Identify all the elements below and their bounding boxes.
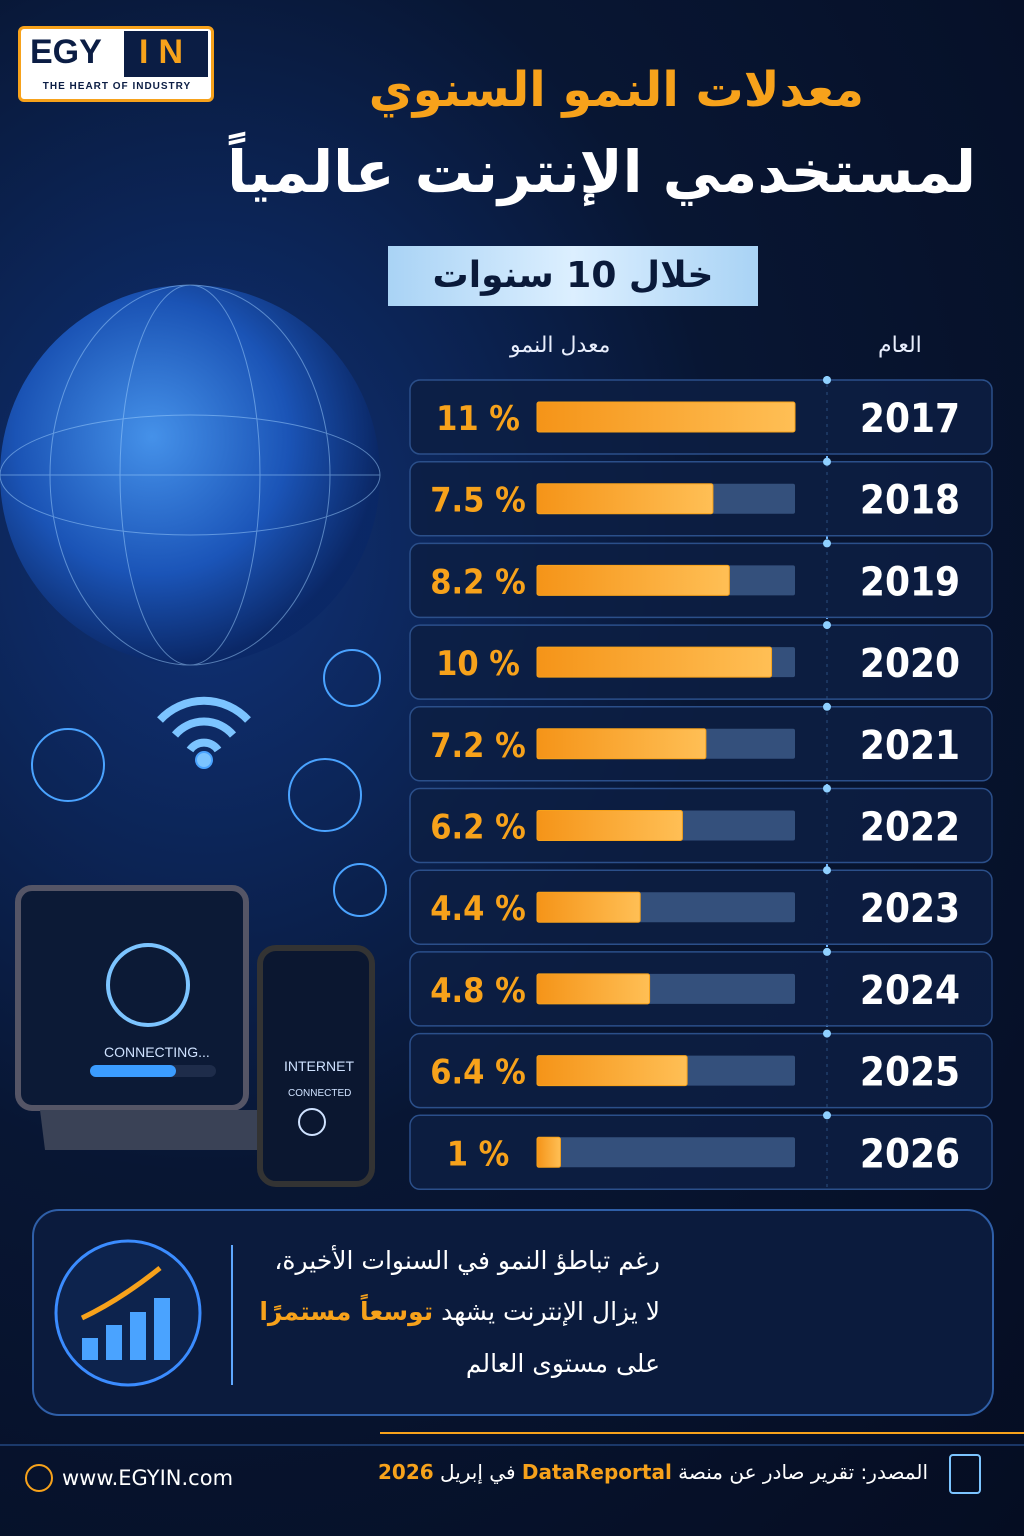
bar bbox=[536, 1136, 561, 1168]
category-label: 2024 bbox=[860, 968, 960, 1014]
logo-mark bbox=[124, 31, 208, 77]
category-label: 2018 bbox=[860, 478, 960, 524]
laptop-base bbox=[40, 1110, 270, 1150]
divider-dot bbox=[823, 866, 831, 875]
note-icon-arrow bbox=[80, 1266, 162, 1321]
period-box bbox=[388, 246, 758, 306]
note-line: على مستوى العالم bbox=[465, 1349, 660, 1378]
value-label: 4.8 % bbox=[430, 971, 525, 1011]
note-line: رغم تباطؤ النمو في السنوات الأخيرة، bbox=[274, 1246, 660, 1275]
bar bbox=[536, 973, 651, 1005]
logo-name: EGY bbox=[30, 33, 102, 71]
globe-grid bbox=[0, 284, 381, 666]
divider-dot bbox=[823, 539, 831, 548]
web-icon bbox=[25, 1464, 53, 1492]
source-text: المصدر: تقرير صادر عن منصة bbox=[671, 1460, 928, 1484]
category-label: 2021 bbox=[860, 723, 960, 769]
bar bbox=[536, 1055, 688, 1087]
note-icon bbox=[54, 1239, 202, 1387]
period: خلال 10 سنوات bbox=[432, 255, 714, 296]
category-label: 2026 bbox=[860, 1131, 960, 1177]
divider-dot bbox=[823, 376, 831, 384]
bar-track bbox=[537, 1137, 795, 1168]
logo-tagline: THE HEART OF INDUSTRY bbox=[42, 81, 192, 92]
source-year: 2026 bbox=[378, 1460, 434, 1484]
website: www.EGYIN.com bbox=[62, 1466, 234, 1490]
bar bbox=[536, 810, 683, 841]
source: المصدر: تقرير صادر عن منصة DataReportal … bbox=[378, 1460, 928, 1484]
bar bbox=[536, 401, 796, 433]
value-label: 11 % bbox=[436, 399, 520, 439]
logo-highlight: IN bbox=[139, 33, 193, 71]
title: معدلات النمو السنوي bbox=[368, 62, 864, 118]
divider-dot bbox=[823, 1029, 831, 1038]
bar bbox=[536, 483, 714, 515]
category-header: العام bbox=[878, 333, 922, 358]
value-label: 6.4 % bbox=[430, 1053, 525, 1093]
note-line: لا يزال الإنترنت يشهد توسعاً مستمرًا bbox=[259, 1297, 660, 1326]
laptop-screen bbox=[15, 885, 249, 1111]
bar bbox=[536, 728, 707, 760]
subtitle: لمستخدمي الإنترنت عالمياً bbox=[227, 138, 976, 206]
value-label: 8.2 % bbox=[430, 562, 525, 602]
category-label: 2023 bbox=[860, 886, 960, 932]
note-text: لا يزال الإنترنت يشهد bbox=[433, 1297, 660, 1326]
phone bbox=[257, 945, 375, 1187]
note-highlight: توسعاً مستمرًا bbox=[259, 1297, 434, 1326]
note-icon-bars bbox=[82, 1298, 170, 1360]
category-label: 2020 bbox=[860, 641, 960, 687]
value-label: 7.5 % bbox=[430, 481, 525, 521]
doc-icon bbox=[949, 1454, 981, 1494]
laptop-globe bbox=[106, 943, 190, 1027]
phone-title: INTERNET bbox=[284, 1058, 354, 1074]
bar bbox=[536, 564, 730, 596]
source-platform: DataReportal bbox=[521, 1460, 672, 1484]
divider-dot bbox=[823, 784, 831, 793]
laptop-text: CONNECTING... bbox=[104, 1044, 210, 1060]
category-label: 2019 bbox=[860, 559, 960, 605]
note-box bbox=[32, 1209, 994, 1416]
value-label: 7.2 % bbox=[430, 726, 525, 766]
divider-dot bbox=[823, 702, 831, 711]
divider-dot bbox=[823, 621, 831, 630]
value-label: 1 % bbox=[447, 1134, 510, 1174]
value-label: 10 % bbox=[436, 644, 520, 684]
bar bbox=[536, 646, 773, 678]
category-label: 2022 bbox=[860, 805, 960, 851]
divider-dot bbox=[823, 1111, 831, 1120]
value-label: 4.4 % bbox=[430, 889, 525, 929]
value-header: معدل النمو bbox=[510, 333, 611, 358]
icons bbox=[31, 649, 387, 917]
chart: 11 % 2017 7.5 % 2018 8.2 % 2019 10 % 2020 7.2 % 2… bbox=[409, 376, 993, 1191]
phone-status: CONNECTED bbox=[288, 1088, 352, 1099]
check bbox=[298, 1108, 326, 1136]
source-text: في إبريل bbox=[433, 1460, 522, 1484]
category-label: 2017 bbox=[860, 396, 960, 442]
divider-dot bbox=[823, 947, 831, 956]
bar bbox=[536, 891, 641, 923]
divider-dot bbox=[823, 457, 831, 466]
progress-fill bbox=[90, 1065, 176, 1077]
value-label: 6.2 % bbox=[430, 808, 525, 848]
category-label: 2025 bbox=[860, 1050, 960, 1096]
